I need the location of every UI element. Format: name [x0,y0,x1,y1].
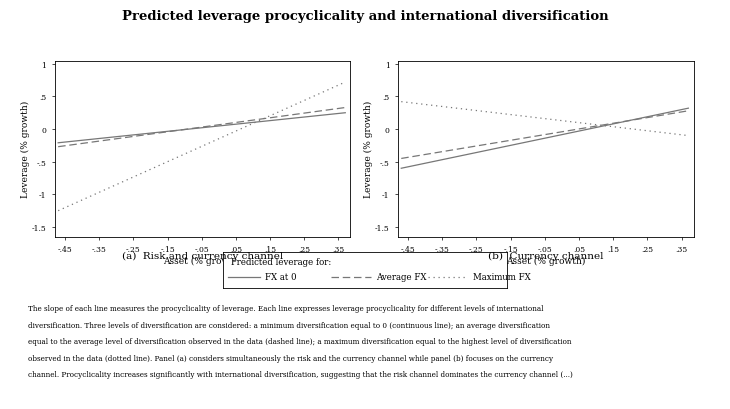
Text: Predicted leverage procyclicality and international diversification: Predicted leverage procyclicality and in… [122,10,608,23]
X-axis label: Asset (% growth): Asset (% growth) [506,256,585,265]
Y-axis label: Leverage (% growth): Leverage (% growth) [21,101,30,198]
Text: channel. Procyclicality increases significantly with international diversificati: channel. Procyclicality increases signif… [28,370,572,378]
Text: equal to the average level of diversification observed in the data (dashed line): equal to the average level of diversific… [28,337,572,346]
X-axis label: Asset (% growth): Asset (% growth) [163,256,242,265]
Text: The slope of each line measures the procyclicality of leverage. Each line expres: The slope of each line measures the proc… [28,305,543,313]
Text: Maximum FX: Maximum FX [473,272,531,281]
Text: diversification. Three levels of diversification are considered: a minimum diver: diversification. Three levels of diversi… [28,321,550,329]
Text: Average FX: Average FX [377,272,427,281]
Text: Predicted leverage for:: Predicted leverage for: [231,257,331,266]
Text: (b)  Currency channel: (b) Currency channel [488,252,604,261]
Y-axis label: Leverage (% growth): Leverage (% growth) [364,101,373,198]
Text: (a)  Risk and currency channel: (a) Risk and currency channel [123,252,283,261]
Text: observed in the data (dotted line). Panel (a) considers simultaneously the risk : observed in the data (dotted line). Pane… [28,354,553,362]
Text: FX at 0: FX at 0 [266,272,297,281]
